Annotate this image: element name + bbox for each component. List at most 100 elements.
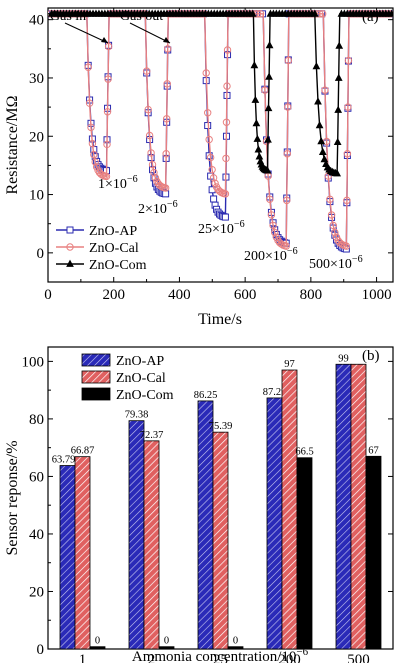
marker-square [66,226,74,234]
marker-circle [271,228,279,237]
marker-triangle [248,9,257,17]
marker-circle [343,150,352,158]
marker-circle [344,103,352,111]
marker-circle [145,131,154,140]
marker-circle [283,150,291,158]
bar-data-label: 86.25 [194,390,218,401]
x-tick-label: 200 [278,652,301,663]
marker-circle [222,118,231,126]
bar-ZnO-AP [266,397,283,650]
marker-triangle [265,40,274,49]
marker-circle [163,80,171,88]
marker-circle [344,56,353,65]
panel-b: 0 20 40 60 80 100 1 2 25 200 500 63.79 79.38 86.25 87… [4,346,394,663]
marker-circle [104,75,112,83]
marker-circle [102,172,111,181]
marker-circle [87,123,95,132]
annotation-concentration-base: 1×10 [98,177,127,192]
marker-triangle [254,145,263,153]
annotation-concentration: 200×10−6 [244,246,298,264]
bar-ZnO-Com [296,457,313,650]
annotation-concentration-base: 25×10 [198,222,234,237]
legend-swatch [81,387,111,401]
marker-circle [103,108,112,116]
bar-ZnO-AP [335,363,352,650]
marker-circle [148,160,157,169]
legend-label: ZnO-Com [89,258,147,273]
marker-square [210,195,218,203]
arrow-head-gas-out [163,37,170,43]
marker-triangle [255,152,264,160]
x-tick-label: 800 [300,287,323,303]
annotation-concentration-exp: −6 [127,174,138,185]
marker-triangle [333,137,342,145]
marker-triangle [334,73,343,81]
y-tick-label: 10 [29,188,44,204]
bar-data-label: 75.39 [209,421,233,432]
arrow-gas-out [129,22,171,44]
annotation-concentration-exp: −6 [352,254,363,265]
bar-data-label: 66.5 [295,447,313,458]
panel-b-xlabel-exp: −6 [296,646,308,658]
marker-circle [88,139,97,148]
marker-circle [261,86,269,94]
panel-b-bars: 63.79 79.38 86.25 87.29 99 66.87 72.37 75.39 97 0… [52,353,382,650]
bar-ZnO-Com [365,455,382,650]
annotation-concentration: 2×10−6 [138,199,178,217]
annotation-concentration-exp: −6 [287,246,298,257]
marker-triangle [315,120,324,129]
legend-label: ZnO-AP [116,354,164,369]
marker-triangle [250,60,259,69]
marker-triangle [334,105,343,113]
marker-circle [104,42,113,51]
bar-ZnO-Cal [350,363,367,650]
marker-circle [208,165,216,174]
y-tick-label: 40 [29,527,44,543]
bar-data-label: 66.87 [71,446,95,457]
x-tick-label: 1 [79,652,87,663]
marker-circle [203,109,212,117]
y-tick-label: 100 [22,354,45,370]
marker-circle [84,63,92,71]
x-tick-label: 2 [148,652,156,663]
panel-a: 0 200 400 600 800 1000 0 10 20 30 40 Gas in Gas out… [4,7,394,328]
panel-b-legend: ZnO-AP ZnO-Cal ZnO-Com [81,353,174,403]
marker-circle [143,67,151,75]
bar-data-label: 67 [368,445,379,456]
legend-swatch [81,370,111,384]
arrow-head-gas-in [101,37,108,43]
panel-b-label: (b) [362,348,380,364]
marker-circle [223,82,231,90]
panel-a-ylabel: Resistance/MΩ [4,95,21,194]
series-ZnO-Com [48,9,393,177]
x-tick-label: 500 [347,652,370,663]
marker-circle [326,195,334,203]
panel-a-annotations: Gas in Gas out1×10−62×10−625×10−6200×10−6… [50,9,363,272]
marker-triangle [264,135,272,143]
y-tick-label: 0 [37,642,45,658]
x-tick-label: 0 [44,287,52,303]
marker-triangle [314,97,322,105]
marker-triangle [318,147,327,155]
annotation-gas-out: Gas out [120,9,163,24]
panel-a-xlabel: Time/s [198,311,242,328]
marker-circle [150,168,158,177]
marker-square [162,190,170,198]
marker-circle [211,179,219,187]
panel-b-xlabel: Ammonia concentration/10−6 [132,646,309,663]
bar-ZnO-Com [158,646,175,650]
marker-circle [284,103,292,111]
marker-triangle [333,169,342,177]
series-ZnO-AP [48,10,393,253]
arrow-gas-in [64,22,109,44]
bar-ZnO-Cal [212,431,229,650]
x-tick-label: 400 [168,287,191,303]
bar-data-label: 63.79 [52,455,76,466]
marker-circle [91,158,99,166]
series-markers [48,10,393,253]
panel-b-ylabel: Sensor reponse/% [4,440,21,555]
marker-circle [343,196,351,205]
marker-triangle [310,9,319,17]
marker-triangle [335,41,344,49]
